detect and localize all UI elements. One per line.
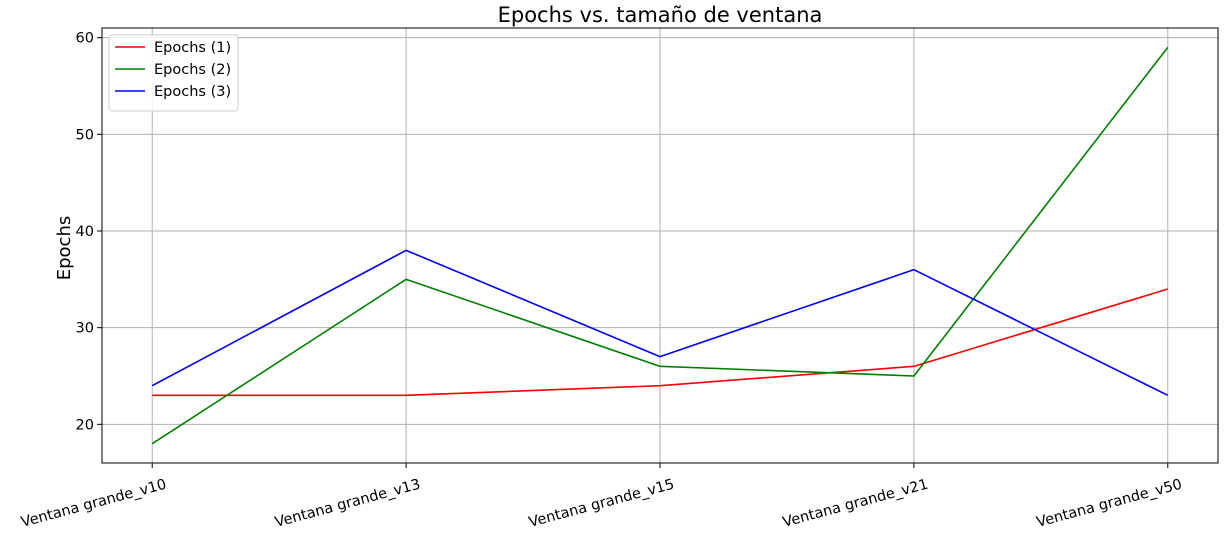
legend-label: Epochs (2) [154,62,231,78]
x-tick-label: Ventana grande_v13 [273,477,422,531]
y-tick-label: 50 [76,127,94,143]
chart-title: Epochs vs. tamaño de ventana [498,3,823,27]
series-lines [151,46,1169,445]
x-tick-label: Ventana grande_v10 [19,477,168,531]
series-line [152,288,1169,397]
y-axis-label: Epochs [54,216,75,281]
legend-label: Epochs (1) [154,40,231,56]
legend: Epochs (1) Epochs (2) Epochs (3) [108,34,239,112]
y-tick-label: 30 [76,321,94,337]
legend-label: Epochs (3) [154,84,231,100]
series-line [151,249,1169,397]
y-tick-label: 20 [76,417,94,433]
grid [102,28,1218,463]
x-tick-label: Ventana grande_v21 [781,477,930,531]
x-tick-label: Ventana grande_v50 [1035,477,1184,531]
legend-box [108,34,239,112]
series-line [151,46,1169,445]
x-tick-label: Ventana grande_v15 [527,477,676,531]
y-tick-label: 40 [76,224,94,240]
y-tick-label: 60 [76,31,94,47]
